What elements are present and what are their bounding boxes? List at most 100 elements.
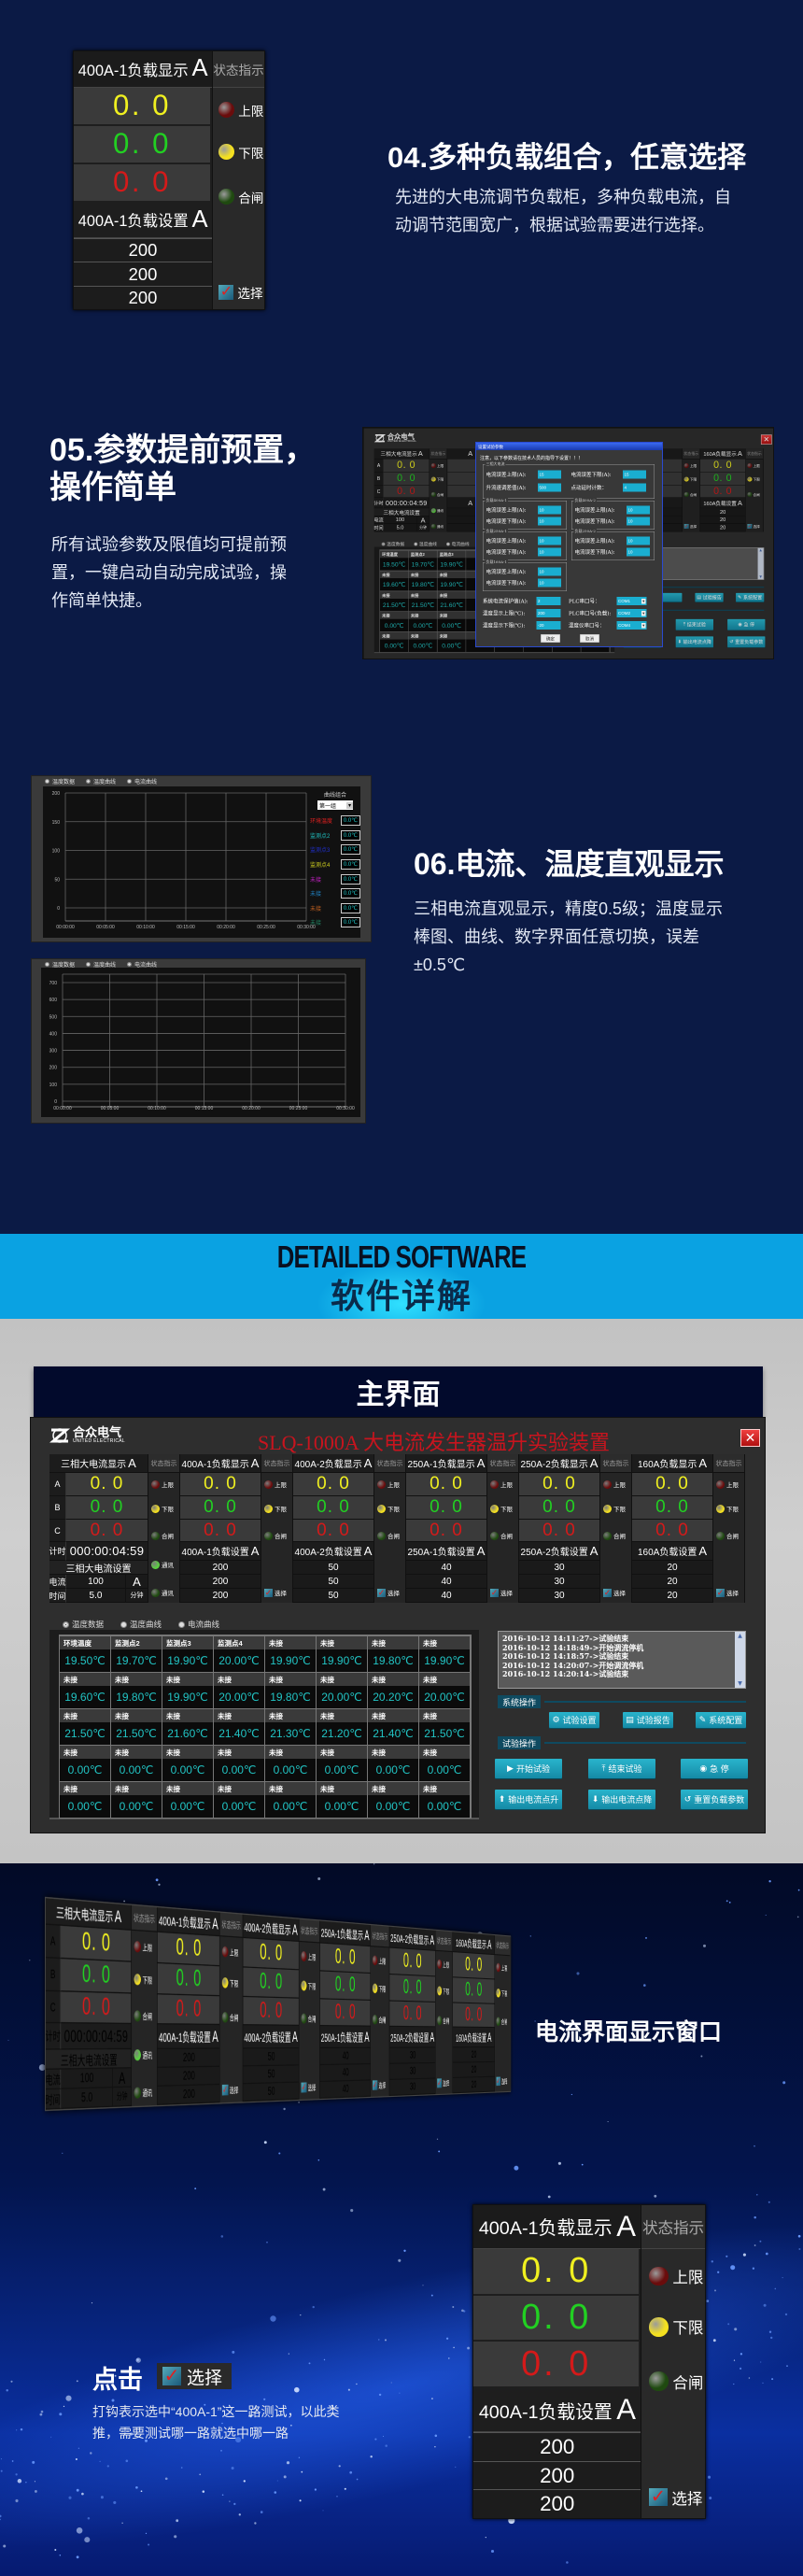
radio-option[interactable]: 温度曲线 — [86, 777, 116, 786]
button-arrow-down[interactable]: ⬇ 输出电流点降 — [675, 636, 713, 648]
parameter-input[interactable]: 10 — [627, 517, 650, 526]
parameter-input[interactable]: 10 — [627, 547, 650, 557]
load-setting-input[interactable]: 50 — [243, 2048, 300, 2067]
load-setting-input[interactable]: 40 — [406, 1575, 487, 1589]
port-select[interactable]: COM1 ▾ — [616, 597, 647, 605]
radio-option[interactable]: 温度数据 — [381, 541, 404, 547]
load-setting-input[interactable]: 200 — [157, 2066, 220, 2087]
load-setting-input[interactable]: 50 — [243, 2082, 300, 2102]
select-checkbox[interactable]: ✓ 选择 — [301, 2080, 316, 2094]
button-wrench[interactable]: ✎ 系统配置 — [696, 1712, 746, 1728]
current-setting-input[interactable]: 100 — [66, 1575, 126, 1589]
close-button[interactable]: ✕ — [760, 434, 772, 445]
load-setting-input[interactable]: 30 — [389, 2062, 436, 2080]
select-checkbox[interactable]: ✓ 选择 — [437, 2076, 449, 2089]
setting-input[interactable]: 2 — [536, 597, 561, 605]
button-arrow-up[interactable]: ⬆ 输出电流点升 — [495, 1790, 562, 1809]
select-checkbox[interactable]: ✓ 选择 — [490, 1587, 513, 1598]
load-setting-value[interactable]: 200 — [473, 2432, 641, 2461]
radio-option[interactable]: 温度曲线 — [414, 541, 437, 547]
load-setting-input[interactable]: 40 — [319, 2064, 372, 2083]
parameter-input[interactable]: 500 — [538, 483, 561, 492]
parameter-input[interactable]: 10 — [538, 578, 561, 587]
parameter-input[interactable]: 4 — [623, 483, 646, 492]
port-select[interactable]: COM4 ▾ — [616, 621, 647, 630]
load-setting-input[interactable]: 40 — [319, 2080, 372, 2100]
select-checkbox[interactable]: ✓ 选择 — [603, 1587, 626, 1598]
radio-option[interactable]: 电流曲线 — [127, 777, 157, 786]
load-setting-value[interactable]: 200 — [74, 238, 212, 262]
select-checkbox[interactable]: ✓ 选择 — [377, 1587, 400, 1598]
select-checkbox[interactable]: ✓ 选择 — [496, 2074, 507, 2087]
parameter-input[interactable]: 10 — [538, 536, 561, 545]
select-checkbox[interactable]: ✓ 选择 — [264, 1587, 287, 1598]
button-reset[interactable]: ↺ 重置负载参数 — [681, 1790, 748, 1809]
radio-option[interactable]: 温度数据 — [45, 777, 75, 786]
button-gear[interactable]: ⚙ 试验设置 — [549, 1712, 599, 1728]
load-setting-input[interactable]: 200 — [180, 1589, 261, 1603]
load-setting-input[interactable]: 200 — [157, 2085, 220, 2105]
load-setting-input[interactable]: 200 — [180, 1575, 261, 1589]
load-setting-input[interactable]: 20 — [700, 523, 746, 532]
select-checkbox[interactable]: ✓ 选择 — [221, 2082, 238, 2097]
load-setting-input[interactable]: 30 — [519, 1575, 600, 1589]
load-setting-input[interactable]: 20 — [452, 2061, 495, 2079]
radio-option[interactable]: 电流曲线 — [178, 1619, 219, 1630]
select-checkbox[interactable]: ✓ 选择 — [747, 523, 760, 530]
setting-input[interactable]: 200 — [536, 609, 561, 617]
select-checkbox[interactable]: ✓ 选择 — [683, 523, 697, 530]
current-setting-input[interactable]: 100 — [61, 2068, 114, 2089]
load-setting-value[interactable]: 200 — [473, 2489, 641, 2519]
current-setting-input[interactable]: 100 — [383, 516, 417, 524]
load-setting-input[interactable]: 20 — [700, 508, 746, 517]
parameter-input[interactable]: 15 — [623, 470, 646, 479]
parameter-input[interactable]: 10 — [538, 505, 561, 515]
load-setting-input[interactable]: 200 — [180, 1561, 261, 1575]
load-setting-input[interactable]: 40 — [406, 1589, 487, 1603]
cancel-button[interactable]: 取消 — [580, 634, 599, 643]
load-setting-input[interactable]: 20 — [632, 1575, 713, 1589]
close-button[interactable]: ✕ — [740, 1429, 760, 1447]
parameter-input[interactable]: 10 — [538, 547, 561, 557]
load-setting-input[interactable]: 30 — [389, 2078, 436, 2097]
load-setting-input[interactable]: 50 — [243, 2065, 300, 2085]
button-report[interactable]: ▤ 试验报告 — [623, 1712, 673, 1728]
radio-option[interactable]: 电流曲线 — [446, 541, 470, 547]
load-setting-input[interactable]: 20 — [452, 2076, 495, 2094]
setting-input[interactable]: -20 — [536, 621, 561, 630]
time-setting-input[interactable]: 5.0 — [61, 2088, 114, 2110]
radio-option[interactable]: 温度曲线 — [120, 1619, 162, 1630]
button-stop-upload[interactable]: ⤒ 结束试验 — [675, 618, 713, 630]
load-setting-input[interactable]: 30 — [519, 1589, 600, 1603]
load-setting-input[interactable]: 30 — [519, 1561, 600, 1575]
select-checkbox[interactable]: ✓ 选择 — [372, 2078, 386, 2091]
load-setting-input[interactable]: 20 — [452, 2047, 495, 2063]
button-wrench[interactable]: ✎ 系统配置 — [736, 592, 765, 602]
load-setting-input[interactable]: 40 — [319, 2047, 372, 2066]
radio-option[interactable]: 电流曲线 — [127, 960, 157, 969]
load-setting-input[interactable]: 40 — [406, 1561, 487, 1575]
button-emergency-stop[interactable]: ◉ 急 停 — [727, 618, 766, 630]
button-reset[interactable]: ↺ 重置负载参数 — [727, 636, 766, 648]
load-setting-value[interactable]: 200 — [74, 285, 212, 310]
log-scrollbar[interactable]: ▲ ▼ — [735, 1632, 745, 1688]
select-checkbox[interactable]: ✓ 选择 — [218, 283, 263, 302]
parameter-input[interactable]: 15 — [538, 470, 561, 479]
load-setting-input[interactable]: 30 — [389, 2047, 436, 2064]
parameter-input[interactable]: 10 — [538, 567, 561, 576]
button-gear[interactable] — [654, 592, 683, 602]
select-checkbox[interactable]: ✓ 选择 — [649, 2486, 702, 2509]
button-arrow-down[interactable]: ⬇ 输出电流点降 — [588, 1790, 655, 1809]
button-stop-upload[interactable]: ⤒ 结束试验 — [588, 1759, 655, 1778]
button-report[interactable]: ▤ 试验报告 — [695, 592, 724, 602]
load-setting-input[interactable]: 20 — [632, 1589, 713, 1603]
button-play[interactable]: ▶ 开始试验 — [495, 1759, 562, 1778]
load-setting-input[interactable]: 50 — [293, 1589, 374, 1603]
log-scrollbar[interactable]: ▲ ▼ — [757, 547, 764, 580]
button-emergency-stop[interactable]: ◉ 急 停 — [681, 1759, 748, 1778]
port-select[interactable]: COM2 ▾ — [616, 609, 647, 617]
load-setting-value[interactable]: 200 — [473, 2460, 641, 2490]
load-setting-input[interactable]: 50 — [293, 1561, 374, 1575]
radio-option[interactable]: 温度曲线 — [86, 960, 116, 969]
load-setting-value[interactable]: 200 — [74, 262, 212, 286]
